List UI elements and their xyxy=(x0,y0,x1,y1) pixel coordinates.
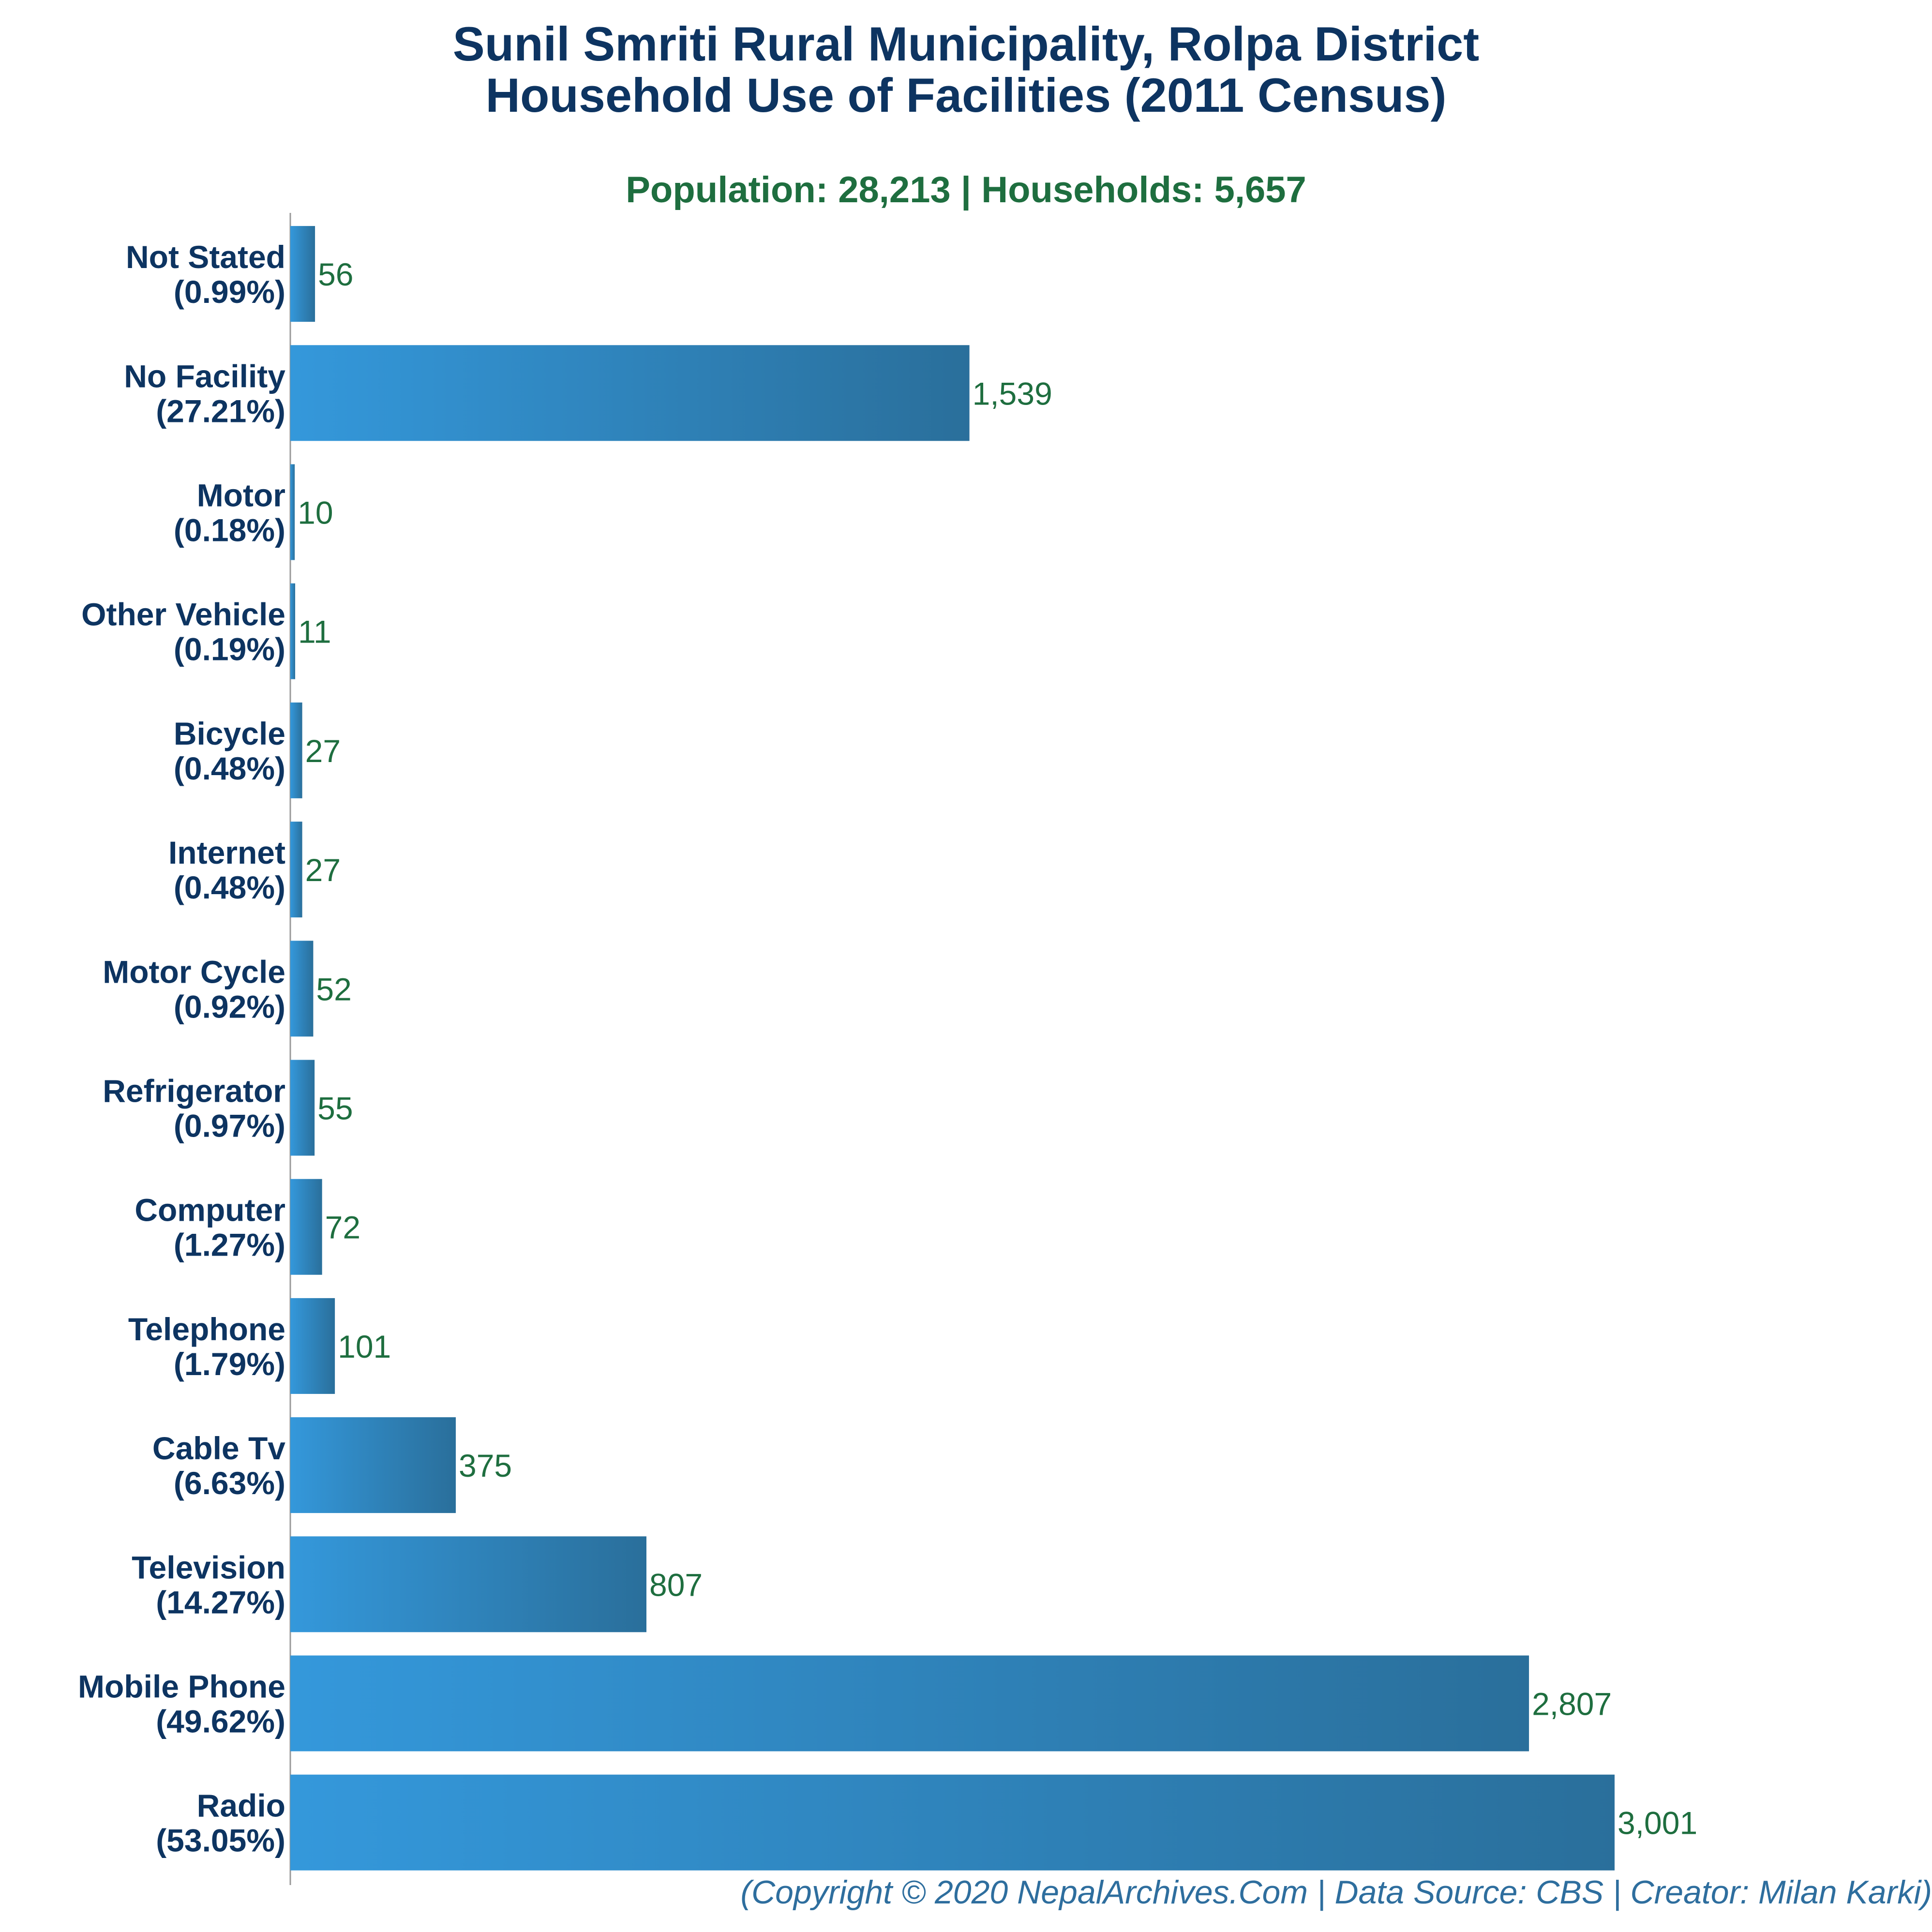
percent-label-bicycle: (0.48%) xyxy=(174,750,285,786)
category-label-cable-tv: Cable Tv xyxy=(152,1430,285,1466)
value-label-telephone: 101 xyxy=(338,1329,391,1364)
bar-other-vehicle xyxy=(290,583,296,679)
percent-label-internet: (0.48%) xyxy=(174,869,285,905)
chart-title-line1: Sunil Smriti Rural Municipality, Rolpa D… xyxy=(452,17,1480,71)
bar-motor xyxy=(290,464,295,560)
category-label-mobile-phone: Mobile Phone xyxy=(78,1669,285,1705)
category-label-motor: Motor xyxy=(197,478,285,513)
value-label-other-vehicle: 11 xyxy=(298,614,331,650)
percent-label-television: (14.27%) xyxy=(156,1584,285,1620)
percent-label-motor-cycle: (0.92%) xyxy=(174,988,285,1024)
bars-layer: 56 Not Stated(0.99%) 1,539 No Facility(27.2… xyxy=(78,226,1697,1871)
bar-bicycle xyxy=(290,702,302,798)
chart-subtitle: Population: 28,213 | Households: 5,657 xyxy=(626,169,1306,210)
bar-television xyxy=(290,1536,647,1632)
percent-label-no-facility: (27.21%) xyxy=(156,393,285,429)
chart-title: Sunil Smriti Rural Municipality, Rolpa D… xyxy=(0,18,1932,121)
category-label-computer: Computer xyxy=(135,1192,285,1228)
bar-internet xyxy=(290,822,302,918)
value-label-mobile-phone: 2,807 xyxy=(1532,1686,1612,1722)
bar-mobile-phone xyxy=(290,1655,1529,1752)
category-label-internet: Internet xyxy=(168,835,285,870)
category-label-motor-cycle: Motor Cycle xyxy=(103,954,285,989)
percent-label-other-vehicle: (0.19%) xyxy=(174,631,285,667)
value-label-motor-cycle: 52 xyxy=(316,971,351,1007)
value-label-computer: 72 xyxy=(325,1210,360,1245)
bar-motor-cycle xyxy=(290,941,314,1037)
category-label-not-stated: Not Stated xyxy=(126,239,285,275)
value-label-bicycle: 27 xyxy=(305,733,341,769)
percent-label-mobile-phone: (49.62%) xyxy=(156,1704,285,1739)
value-label-internet: 27 xyxy=(305,852,341,888)
category-label-television: Television xyxy=(132,1549,285,1585)
value-label-radio: 3,001 xyxy=(1617,1805,1697,1841)
percent-label-telephone: (1.79%) xyxy=(174,1346,285,1382)
value-label-refrigerator: 55 xyxy=(317,1091,353,1126)
percent-label-cable-tv: (6.63%) xyxy=(174,1465,285,1501)
category-label-other-vehicle: Other Vehicle xyxy=(81,597,285,632)
value-label-not-stated: 56 xyxy=(318,256,353,292)
bar-refrigerator xyxy=(290,1060,315,1156)
bar-computer xyxy=(290,1179,322,1275)
bar-not-stated xyxy=(290,226,315,322)
bar-telephone xyxy=(290,1298,335,1394)
footer-credit: (Copyright © 2020 NepalArchives.Com | Da… xyxy=(740,1874,1932,1911)
percent-label-computer: (1.27%) xyxy=(174,1227,285,1263)
category-label-no-facility: No Facility xyxy=(124,358,285,394)
value-label-no-facility: 1,539 xyxy=(973,375,1052,411)
bar-radio xyxy=(290,1774,1615,1871)
percent-label-motor: (0.18%) xyxy=(174,512,285,548)
percent-label-radio: (53.05%) xyxy=(156,1823,285,1858)
bar-no-facility xyxy=(290,345,970,441)
value-label-cable-tv: 375 xyxy=(459,1448,512,1483)
category-label-refrigerator: Refrigerator xyxy=(103,1073,285,1109)
chart-title-line2: Household Use of Facilities (2011 Census… xyxy=(485,68,1447,122)
value-label-television: 807 xyxy=(649,1567,703,1603)
value-label-motor: 10 xyxy=(298,495,333,531)
percent-label-refrigerator: (0.97%) xyxy=(174,1108,285,1144)
bar-cable-tv xyxy=(290,1417,456,1513)
category-label-radio: Radio xyxy=(197,1788,285,1824)
category-label-telephone: Telephone xyxy=(128,1311,285,1347)
category-label-bicycle: Bicycle xyxy=(174,716,285,751)
percent-label-not-stated: (0.99%) xyxy=(174,274,285,310)
